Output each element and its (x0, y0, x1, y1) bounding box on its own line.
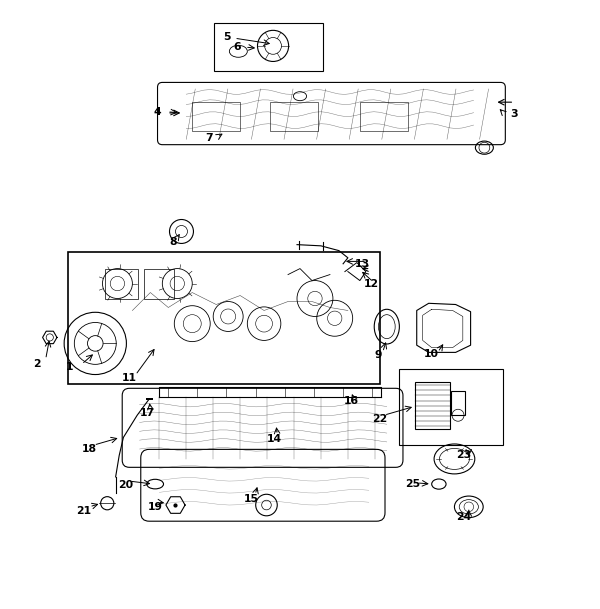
Text: 22: 22 (372, 415, 387, 424)
Text: 2: 2 (33, 359, 40, 370)
Text: 6: 6 (233, 42, 241, 52)
Text: 5: 5 (223, 32, 231, 42)
Text: 16: 16 (343, 396, 358, 406)
Text: 14: 14 (267, 434, 283, 444)
Text: 24: 24 (456, 512, 471, 522)
Text: 12: 12 (364, 278, 379, 289)
Text: 20: 20 (118, 481, 133, 490)
Text: 25: 25 (405, 479, 420, 489)
Bar (451, 392, 464, 415)
Bar (415, 382, 449, 429)
Text: 7: 7 (205, 133, 213, 143)
Text: 19: 19 (148, 502, 163, 512)
Bar (145, 269, 174, 298)
Text: 23: 23 (456, 450, 471, 460)
Text: 18: 18 (82, 445, 97, 454)
Text: 17: 17 (140, 409, 155, 418)
Text: 8: 8 (169, 237, 177, 247)
Bar (360, 102, 408, 131)
Text: 10: 10 (424, 349, 439, 359)
Text: 9: 9 (374, 350, 382, 361)
Text: 4: 4 (154, 107, 161, 117)
Bar (192, 102, 240, 131)
Bar (270, 102, 318, 131)
Text: 11: 11 (122, 373, 137, 382)
Bar (106, 269, 139, 298)
Text: 1: 1 (66, 362, 73, 372)
Text: 15: 15 (244, 494, 259, 504)
Text: 13: 13 (355, 259, 370, 269)
Text: 21: 21 (76, 506, 91, 516)
Text: 3: 3 (511, 109, 518, 119)
